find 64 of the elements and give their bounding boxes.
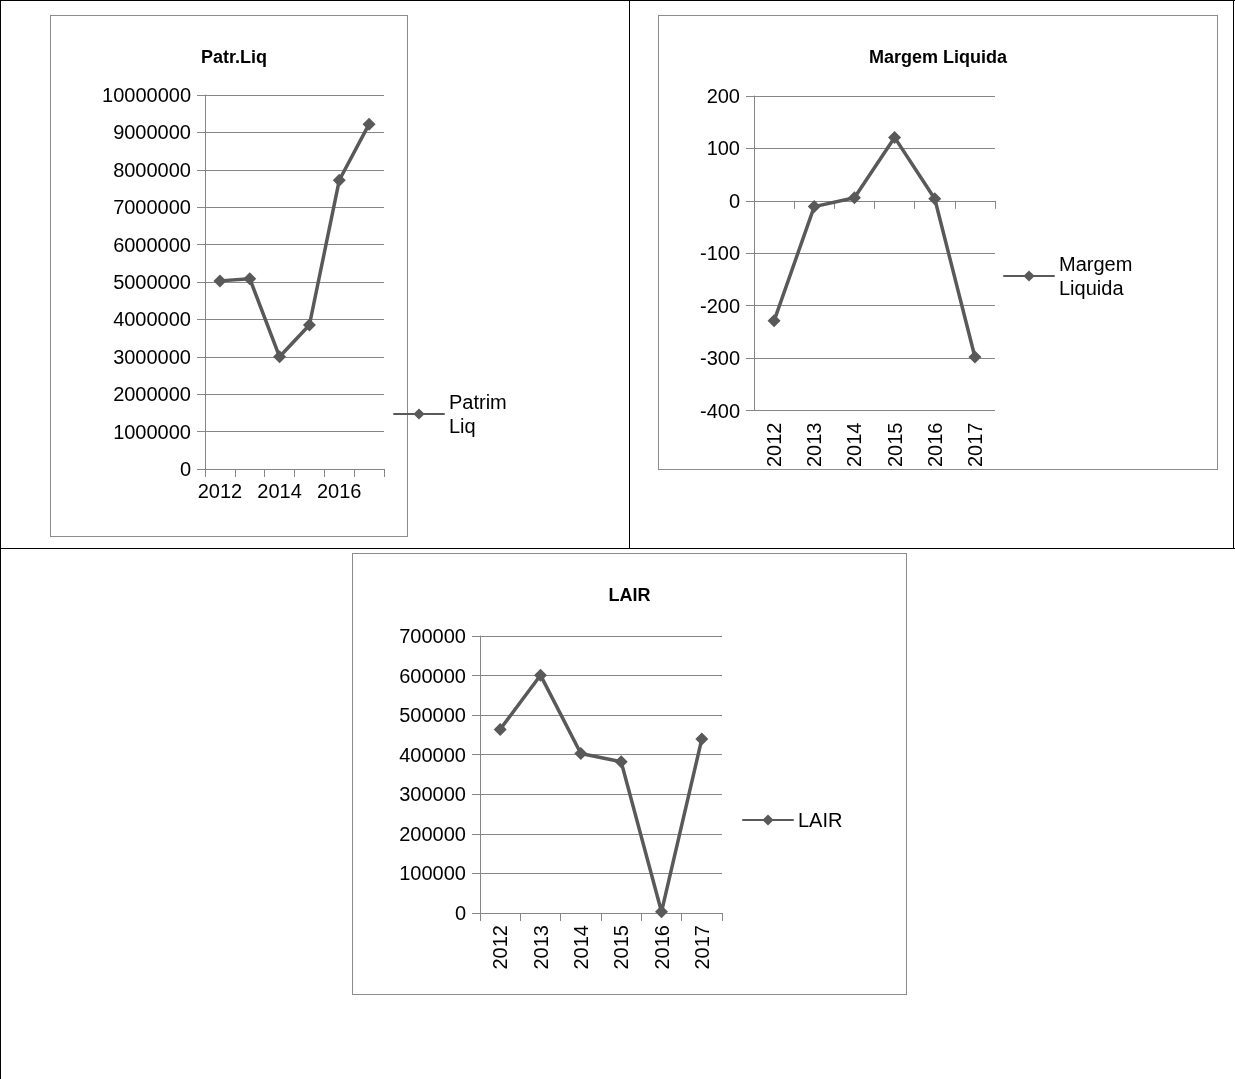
y-tick-label: 8000000 [113,158,191,181]
y-tick-label: 1000000 [113,420,191,443]
y-tick-label: 500000 [399,704,466,727]
x-tick-label: 2015 [883,422,906,468]
y-tick-label: -400 [699,399,740,422]
y-tick-label: 9000000 [113,121,191,144]
point [928,192,942,206]
x-tick-label: 2014 [257,480,302,502]
y-tick-label: 10000000 [102,84,191,106]
y-tick-label: 700000 [399,625,466,647]
point [614,755,628,769]
y-tick-label: 100000 [399,862,466,885]
y-tick-label: 100 [706,137,740,160]
chart-title: Margem Liquida [868,47,1008,67]
point [574,747,588,761]
x-tick-label: 2017 [963,422,986,468]
point [213,274,227,288]
y-tick-label: 0 [179,458,191,480]
y-tick-label: 3000000 [113,345,191,368]
x-tick-label: 2013 [803,422,826,468]
x-tick-label: 2016 [317,480,362,502]
y-tick-label: 200 [706,85,740,107]
x-tick-label: 2012 [763,422,786,468]
point [807,200,821,214]
chart-title: LAIR [608,585,651,605]
y-tick-label: 2000000 [113,383,191,406]
point [534,668,547,682]
point [767,314,781,328]
y-tick-label: -300 [699,347,740,370]
legend-label: Margem Liquida [1059,253,1138,299]
legend-label: Patrim Liq [449,391,513,437]
y-tick-label: 4000000 [113,308,191,331]
x-tick-label: 2014 [569,925,592,970]
y-tick-label: 600000 [399,664,466,687]
y-tick-label: 200000 [399,822,466,845]
x-tick-label: 2012 [197,480,243,502]
chart-title: Patr.Liq [200,47,268,67]
point [273,350,287,364]
point [847,191,861,205]
y-tick-label: 5000000 [113,271,191,293]
x-tick-label: 2012 [489,925,512,970]
x-tick-label: 2017 [690,925,713,970]
x-tick-label: 2013 [529,925,552,970]
point [243,272,257,286]
point [695,732,709,746]
y-tick-label: 300000 [399,783,466,806]
y-tick-label: 0 [454,902,466,924]
point [302,318,316,332]
point [332,173,346,187]
y-tick-label: 400000 [399,743,466,766]
x-tick-label: 2016 [650,925,673,970]
x-tick-label: 2014 [843,422,866,468]
point [493,722,507,736]
y-tick-label: -100 [699,242,740,265]
y-tick-label: 6000000 [113,233,191,256]
point [968,350,982,364]
point [888,130,902,144]
x-tick-label: 2015 [610,925,633,970]
point [362,117,376,131]
x-tick-label: 2016 [923,422,946,468]
y-tick-label: 7000000 [113,196,191,219]
legend-label: LAIR [798,809,843,831]
y-tick-label: 0 [728,189,740,212]
y-tick-label: -200 [699,294,740,317]
